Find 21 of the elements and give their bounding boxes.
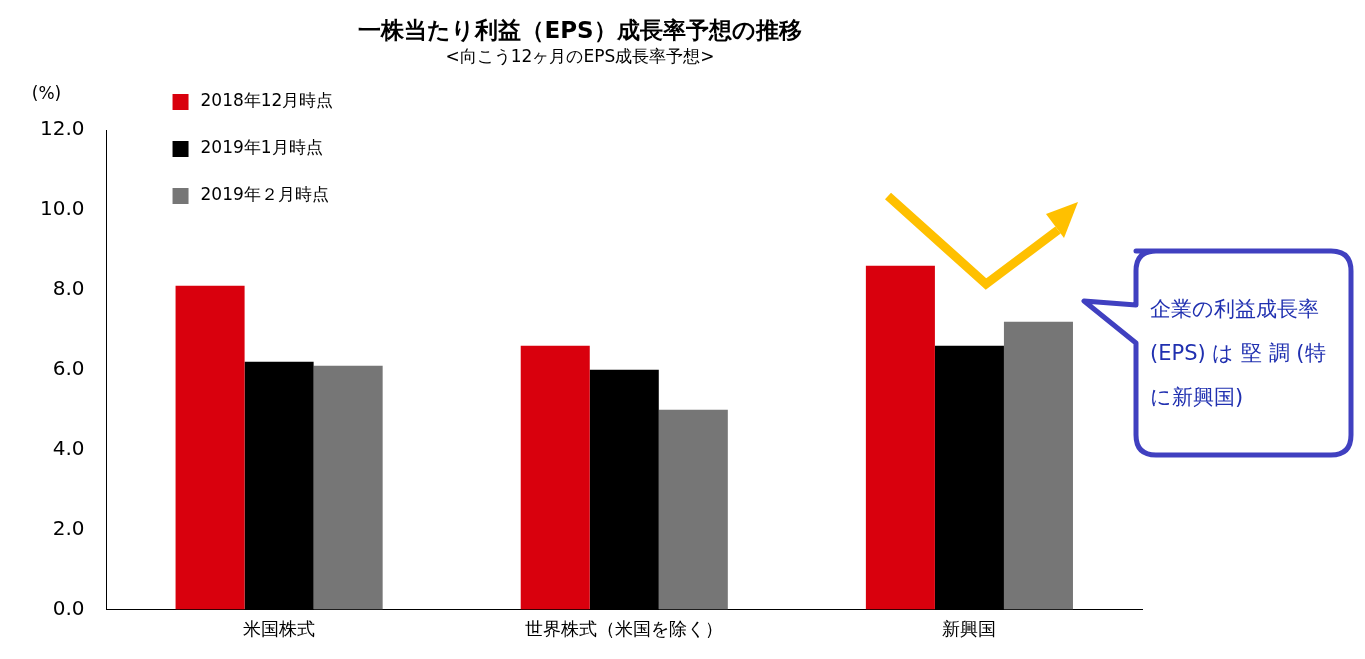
bar <box>175 285 245 610</box>
bar <box>313 365 383 610</box>
y-axis-title: (%) <box>31 83 62 104</box>
y-tick-label: 6.0 <box>52 355 85 380</box>
legend-label: 2018年12月時点 <box>200 90 334 111</box>
legend-label: 2019年1月時点 <box>200 137 323 158</box>
y-tick-label: 0.0 <box>52 595 85 620</box>
x-tick-label: 世界株式（米国を除く） <box>525 617 724 639</box>
legend-label: 2019年２月時点 <box>200 184 329 205</box>
bar <box>520 345 590 610</box>
bar <box>658 409 728 610</box>
y-tick-label: 2.0 <box>52 515 85 540</box>
x-tick-label: 米国株式 <box>243 617 316 639</box>
y-tick-label: 10.0 <box>40 196 85 221</box>
x-tick-label: 新興国 <box>942 617 997 639</box>
chart-title: 一株当たり利益（EPS）成長率予想の推移 <box>358 16 802 43</box>
bar <box>1003 321 1073 610</box>
y-tick-label: 4.0 <box>52 435 85 460</box>
chart-subtitle: <向こう12ヶ月のEPS成長率予想> <box>445 46 715 67</box>
y-tick-label: 12.0 <box>40 116 85 141</box>
y-tick-label: 8.0 <box>52 276 85 300</box>
